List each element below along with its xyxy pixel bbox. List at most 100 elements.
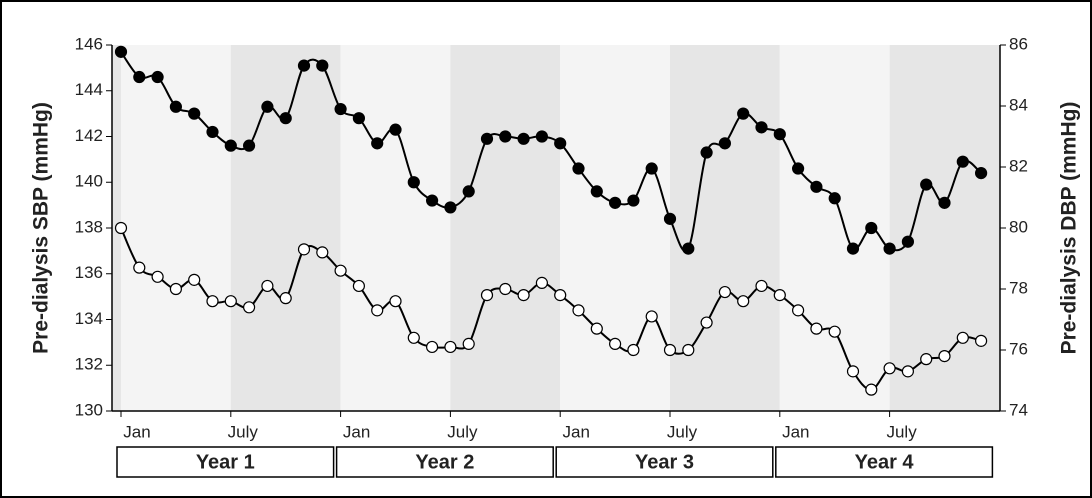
data-point [371, 137, 384, 150]
data-point [846, 242, 860, 255]
y2-tick-label: 80 [1009, 217, 1028, 236]
data-point [316, 246, 329, 259]
year-box [775, 446, 994, 478]
year-box [116, 446, 335, 478]
data-point [737, 295, 750, 308]
y2-tick-label: 78 [1009, 278, 1028, 297]
year-label: Year 3 [635, 451, 694, 473]
data-point [773, 128, 786, 141]
data-point [791, 162, 805, 175]
data-point [956, 331, 969, 344]
data-point [572, 162, 585, 175]
data-point [224, 139, 237, 152]
y-tick-label: 144 [75, 80, 103, 99]
year-box [335, 446, 554, 478]
x-tick-label: Jan [343, 422, 370, 441]
data-point [444, 340, 457, 354]
data-point [700, 146, 713, 159]
y-tick-label: 146 [75, 34, 103, 53]
y-tick-label: 134 [75, 309, 103, 328]
data-point [700, 316, 713, 329]
data-point [938, 350, 951, 363]
data-point [114, 45, 128, 58]
data-point [114, 221, 128, 235]
data-point [188, 273, 201, 286]
data-point [627, 343, 640, 357]
data-point [426, 194, 439, 207]
data-point [608, 337, 622, 350]
y-tick-label: 136 [75, 263, 103, 282]
y2-tick-label: 82 [1009, 156, 1028, 175]
data-point [663, 212, 677, 225]
y-tick-label: 138 [75, 217, 103, 236]
year-box [555, 446, 774, 478]
x-tick-label: Jan [123, 422, 150, 441]
y-tick-label: 142 [75, 126, 103, 145]
data-point [828, 192, 841, 205]
band [889, 45, 1000, 411]
data-point [206, 295, 219, 308]
band [560, 45, 670, 411]
data-point [297, 243, 311, 256]
data-point [480, 289, 494, 302]
data-point [718, 285, 732, 299]
data-point [645, 310, 658, 323]
data-point [901, 235, 915, 248]
x-tick-label: July [447, 422, 478, 441]
data-point [608, 196, 622, 209]
data-point [389, 295, 402, 308]
data-point [865, 383, 878, 396]
y2-tick-label: 76 [1009, 339, 1028, 358]
data-point [133, 70, 146, 84]
data-point [974, 334, 988, 347]
data-point [535, 276, 549, 289]
data-point [334, 264, 347, 277]
data-point [865, 221, 878, 235]
data-point [169, 100, 182, 113]
data-point [407, 176, 420, 189]
data-point [846, 365, 860, 378]
data-point [517, 289, 530, 302]
data-point [590, 322, 603, 335]
data-point [133, 261, 146, 274]
data-point [261, 279, 274, 293]
data-point [261, 100, 274, 113]
year-label: Year 2 [415, 451, 474, 473]
y2-tick-label: 86 [1009, 34, 1028, 53]
x-tick-label: July [886, 422, 917, 441]
data-point [755, 121, 768, 134]
data-point [389, 123, 402, 136]
data-point [352, 279, 365, 293]
y2-tick-label: 74 [1009, 400, 1028, 419]
x-tick-label: July [667, 422, 698, 441]
data-point [243, 301, 256, 314]
data-point [151, 70, 164, 84]
band [121, 45, 231, 411]
data-point [407, 331, 420, 344]
data-point [554, 137, 567, 150]
data-point [883, 242, 896, 255]
x-tick-label: July [228, 422, 259, 441]
data-point [791, 304, 805, 317]
band [450, 45, 561, 411]
y-axis-title: Pre-dialysis SBP (mmHg) [30, 102, 53, 354]
data-point [334, 102, 347, 116]
data-point [462, 337, 475, 350]
data-point [974, 167, 988, 180]
data-point [480, 132, 494, 145]
data-point [206, 125, 219, 139]
data-point [462, 185, 475, 198]
data-point [535, 130, 549, 143]
year-label: Year 4 [855, 451, 915, 473]
data-point [444, 201, 457, 214]
band [670, 45, 780, 411]
data-point [828, 325, 841, 338]
data-point [572, 304, 585, 317]
band [230, 45, 341, 411]
data-point [517, 132, 530, 145]
band [340, 45, 451, 411]
y-tick-label: 130 [75, 400, 103, 419]
data-point [718, 137, 732, 150]
data-point [554, 289, 567, 302]
